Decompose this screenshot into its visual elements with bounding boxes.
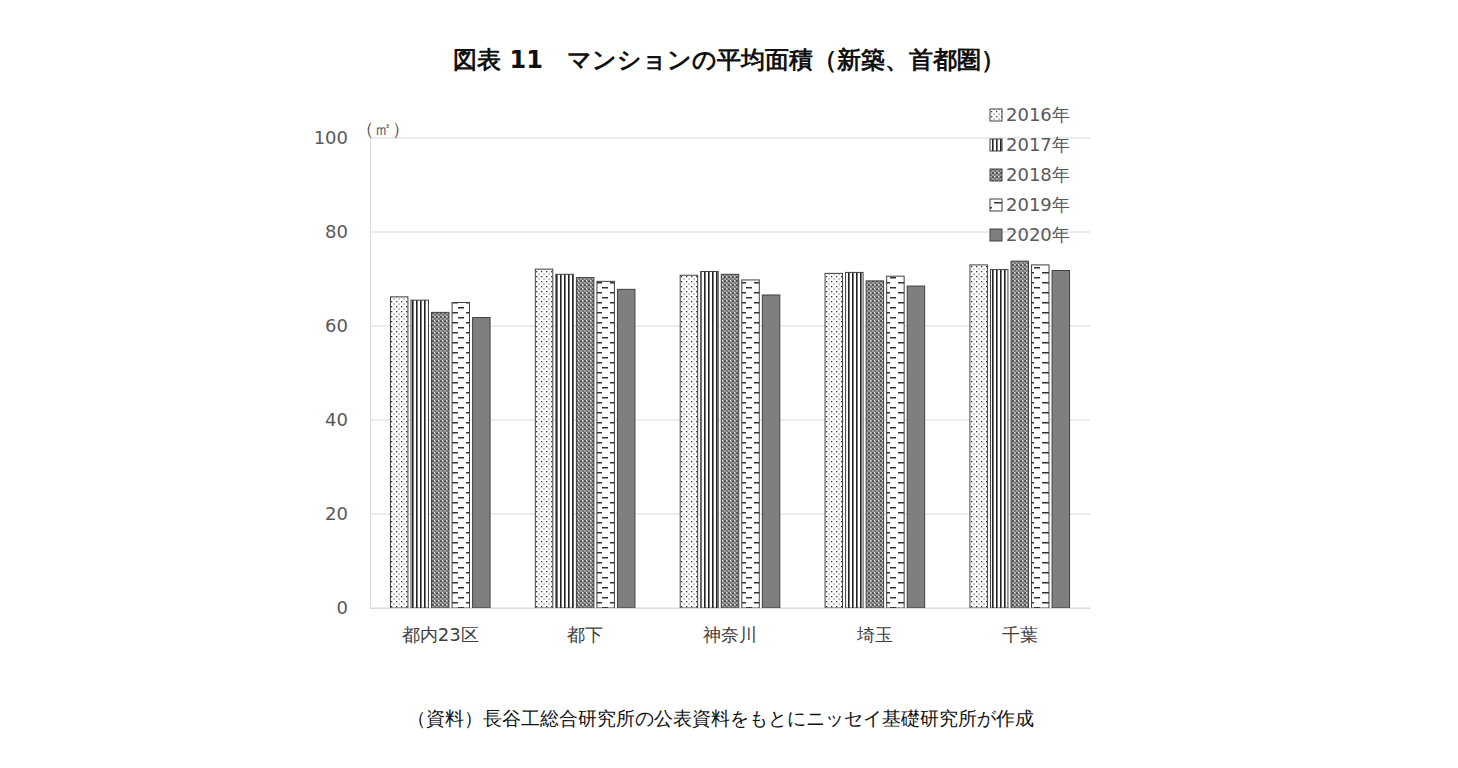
x-tick-label: 埼玉 [856,624,893,645]
y-tick: 80 [325,221,370,242]
legend-label: 2018年 [1006,164,1070,185]
bar [617,289,634,608]
y-tick: 60 [325,315,370,336]
legend-swatch [990,169,1002,181]
bar [762,295,779,608]
x-tick: 埼玉 [856,608,893,645]
legend: 2016年 2017年 2018年 2019年 2020年 [990,104,1070,245]
y-tick-label: 40 [325,409,348,430]
bar [473,318,490,608]
bar [970,265,987,608]
bar [887,276,904,608]
x-tick: 千葉 [1002,608,1038,645]
y-tick-label: 100 [314,127,348,148]
legend-swatch [990,109,1002,121]
bars [390,261,1069,608]
series [452,265,1049,608]
bar [825,273,842,608]
title: 図表 11 マンションの平均面積（新築、首都圏） [453,46,1005,74]
bar [990,270,1007,608]
x-axis: 都内23区 都下 神奈川 埼玉 千葉 [371,608,1091,645]
y-tick-label: 80 [325,221,348,242]
grid-line [370,138,1090,139]
bar [1011,261,1028,608]
legend-label: 2016年 [1006,104,1070,125]
bar [576,278,593,608]
bar [556,274,573,608]
x-tick-label: 千葉 [1002,624,1038,645]
y-label: （㎡） [356,118,410,139]
bar [535,269,552,608]
y-tick: 20 [325,503,370,524]
x-tick: 都下 [567,608,603,645]
y-tick-label: 20 [325,503,348,524]
y-tick-label: 0 [337,597,348,618]
y-tick: 40 [325,409,370,430]
x-tick-label: 都下 [567,624,603,645]
bar [846,272,863,608]
chart: 図表 11 マンションの平均面積（新築、首都圏） 0 20 40 60 80 100 （㎡） 都… [0,0,1458,768]
x-axis-line [371,608,1091,609]
x-tick-label: 都内23区 [402,624,479,645]
source-note: （資料）長谷工総合研究所の公表資料をもとにニッセイ基礎研究所が作成 [407,707,1034,729]
bar [452,303,469,609]
legend-swatch [990,199,1002,211]
y-tick: 0 [337,597,370,618]
bar [721,274,738,608]
series [473,271,1070,608]
bar [411,300,428,608]
legend-label: 2019年 [1006,194,1070,215]
legend-label: 2020年 [1006,224,1070,245]
bar [1052,271,1069,608]
bar [1032,265,1049,608]
y-axis: 0 20 40 60 80 100 [314,127,371,618]
x-tick-label: 神奈川 [703,624,757,645]
series [411,270,1008,608]
bar [432,312,449,608]
bar [701,271,718,608]
grid [370,138,1090,608]
legend-label: 2017年 [1006,134,1070,155]
bar [597,281,614,608]
bar [680,275,697,608]
y-tick-label: 60 [325,315,348,336]
series [390,265,987,608]
legend-swatch [990,229,1002,241]
legend-swatch [990,139,1002,151]
bar [866,281,883,608]
grid-line [370,232,1090,233]
x-tick: 神奈川 [703,608,757,645]
bar [742,280,759,608]
x-tick: 都内23区 [402,608,479,645]
series [432,261,1029,608]
bar [907,286,924,608]
y-axis-line [370,139,371,609]
bar [390,297,407,608]
